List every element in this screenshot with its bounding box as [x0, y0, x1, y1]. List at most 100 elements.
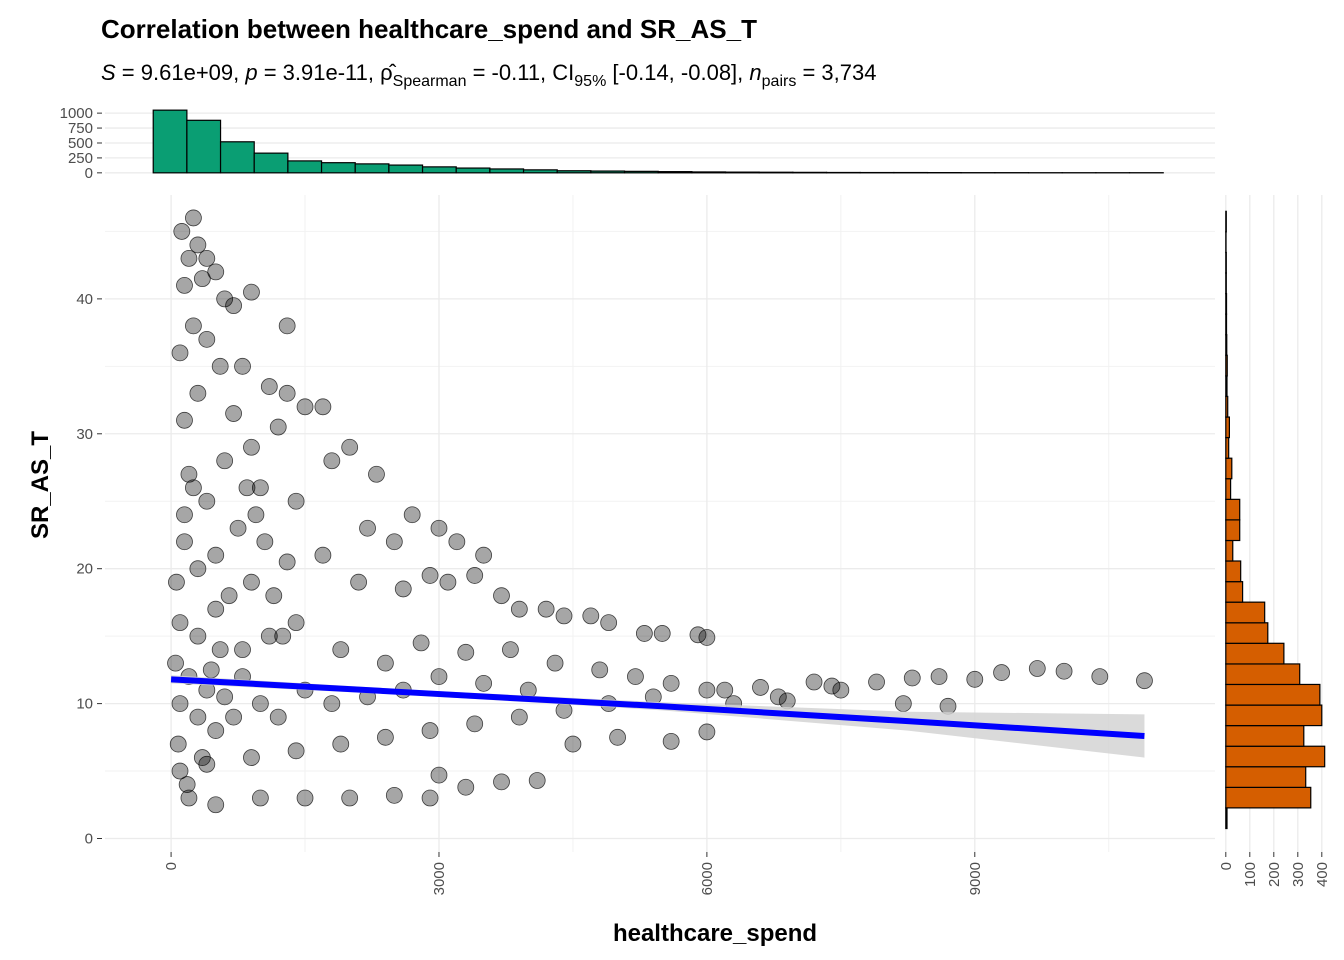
- x-tick-label: 6000: [699, 862, 716, 895]
- point: [176, 506, 193, 524]
- histogram-bar: [1225, 457, 1233, 480]
- point: [167, 654, 184, 672]
- point: [421, 567, 439, 584]
- subtitle-part: 95%: [574, 73, 606, 90]
- point: [341, 789, 359, 807]
- histogram-bar: [455, 167, 491, 174]
- point: [216, 688, 234, 706]
- x-tick-label: 100: [1242, 862, 1259, 887]
- point: [323, 695, 341, 713]
- histogram-bar: [1225, 519, 1241, 542]
- point: [211, 357, 229, 375]
- point: [189, 560, 207, 578]
- histogram-bar: [556, 170, 592, 174]
- histogram-bar: [186, 119, 222, 174]
- y-tick-label: 1000: [60, 105, 93, 122]
- histogram-bar: [1225, 581, 1244, 603]
- point: [332, 735, 350, 753]
- x-tick-label: 9000: [967, 862, 984, 895]
- histogram-bar: [623, 170, 659, 174]
- point: [180, 250, 198, 267]
- y-tick-label: 30: [76, 426, 93, 443]
- point: [251, 789, 269, 807]
- subtitle-part: ρ̂: [380, 60, 397, 85]
- subtitle-part: = 9.61e+09,: [116, 60, 246, 85]
- point: [457, 643, 475, 661]
- point: [314, 398, 332, 416]
- point: [778, 692, 796, 710]
- point: [243, 573, 260, 591]
- point: [287, 492, 305, 510]
- point: [421, 789, 439, 807]
- y-tick-label: 0: [85, 831, 93, 848]
- subtitle: S = 9.61e+09, p = 3.91e-11, ρ̂Spearman =…: [101, 60, 876, 90]
- point: [225, 708, 242, 726]
- histogram-bar: [1225, 601, 1266, 624]
- point: [475, 674, 493, 692]
- point: [510, 600, 528, 618]
- histogram-bar: [758, 171, 794, 174]
- histogram-bar: [354, 163, 390, 174]
- point: [493, 773, 510, 791]
- point: [189, 627, 207, 645]
- point: [243, 438, 260, 456]
- point: [564, 735, 582, 753]
- histogram-bar: [1225, 313, 1228, 336]
- y-tick-label: 20: [76, 561, 93, 578]
- point: [475, 546, 493, 564]
- point: [198, 250, 216, 267]
- x-tick-label: 0: [163, 862, 180, 870]
- y-tick-label: 10: [76, 696, 93, 713]
- subtitle-part: pairs: [762, 73, 797, 90]
- histogram-bar: [1225, 334, 1228, 356]
- point: [176, 276, 193, 294]
- point: [234, 641, 251, 659]
- point: [278, 553, 296, 571]
- point: [1091, 668, 1109, 686]
- subtitle-part: = 3.91e-11,: [258, 60, 381, 85]
- point: [421, 722, 439, 739]
- point: [359, 519, 376, 537]
- x-tick-label: 200: [1266, 862, 1283, 887]
- point: [211, 641, 229, 659]
- point: [193, 270, 211, 288]
- point: [662, 732, 680, 750]
- subtitle-part: [-0.14, -0.08],: [606, 60, 749, 85]
- histogram-bar: [1225, 724, 1305, 747]
- histogram-bar: [1225, 498, 1241, 521]
- point: [260, 627, 278, 645]
- point: [178, 776, 196, 793]
- histogram-bar: [1225, 683, 1321, 706]
- point: [278, 317, 296, 335]
- histogram-bar: [388, 164, 424, 174]
- y-axis-title: SR_AS_T: [27, 431, 54, 539]
- point: [600, 614, 618, 632]
- point: [939, 697, 957, 715]
- point: [243, 749, 260, 766]
- histogram-bar: [657, 171, 693, 174]
- y-tick-label: 750: [68, 120, 93, 137]
- point: [752, 679, 769, 696]
- histogram-bar: [1225, 807, 1228, 830]
- point: [171, 614, 189, 632]
- point: [269, 418, 287, 436]
- subtitle-part: S: [101, 60, 116, 85]
- subtitle-part: = 3,734: [796, 60, 876, 85]
- point: [894, 695, 912, 713]
- x-axis-title: healthcare_spend: [613, 920, 817, 947]
- point: [314, 546, 332, 564]
- y-tick-label: 500: [68, 135, 93, 152]
- histogram-bar: [489, 168, 525, 174]
- point: [341, 438, 359, 456]
- point: [234, 357, 251, 375]
- point: [251, 479, 269, 497]
- x-tick-label: 300: [1290, 862, 1307, 887]
- point: [176, 533, 193, 551]
- histogram-bar: [724, 171, 760, 174]
- point: [168, 573, 185, 591]
- y-tick-label: 0: [85, 165, 93, 182]
- point: [493, 587, 510, 605]
- point: [220, 587, 238, 605]
- point: [287, 742, 305, 760]
